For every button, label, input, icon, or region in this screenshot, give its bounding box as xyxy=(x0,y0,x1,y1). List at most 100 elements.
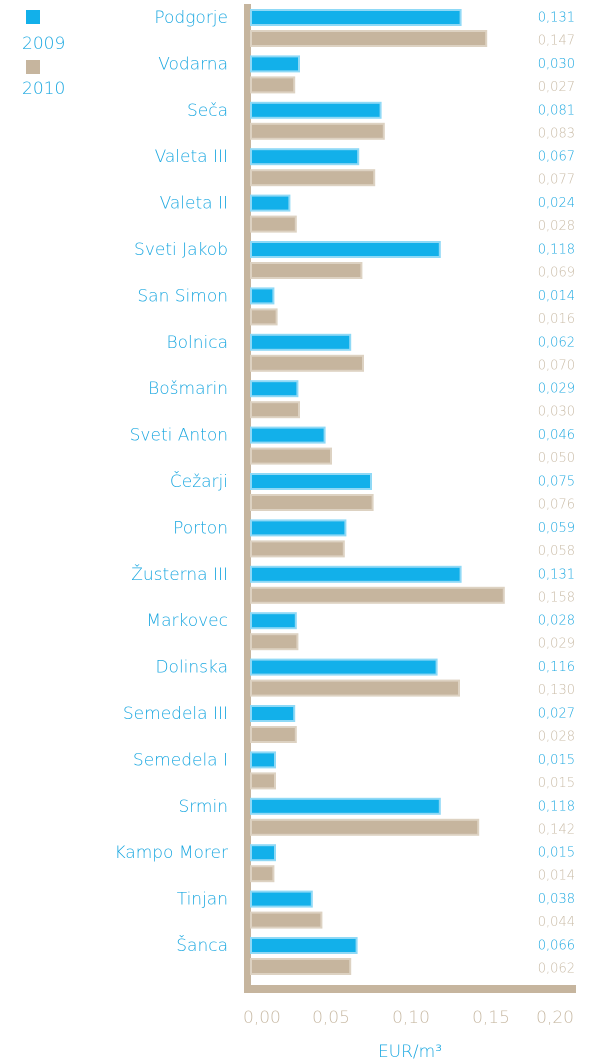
bar xyxy=(250,818,480,836)
bar xyxy=(250,565,462,583)
category-label: Čežarji xyxy=(170,470,228,492)
category-label: Seča xyxy=(187,101,228,121)
value-label: 0,158 xyxy=(538,590,575,605)
bar xyxy=(250,426,326,444)
bar xyxy=(250,308,278,326)
x-tick-label: 0,05 xyxy=(312,1008,350,1028)
value-label: 0,014 xyxy=(538,869,575,884)
bar xyxy=(250,726,297,743)
category-label: Markovec xyxy=(146,611,228,631)
bar xyxy=(250,194,291,212)
category-label: Valeta III xyxy=(155,147,228,167)
value-label: 0,030 xyxy=(538,405,575,420)
value-label: 0,058 xyxy=(538,544,575,559)
legend-swatch xyxy=(26,10,40,24)
bar xyxy=(250,148,360,166)
value-label: 0,118 xyxy=(538,243,575,258)
bar xyxy=(250,262,363,279)
value-label: 0,130 xyxy=(538,683,575,698)
bar xyxy=(250,447,332,465)
bar xyxy=(250,101,382,119)
category-label: Dolinska xyxy=(155,658,228,678)
bar xyxy=(250,679,460,697)
bar xyxy=(250,911,323,929)
bar xyxy=(250,30,488,47)
bar xyxy=(250,658,438,676)
legend-label: 2010 xyxy=(22,79,65,99)
value-label: 0,027 xyxy=(538,80,575,95)
value-label: 0,046 xyxy=(538,428,575,443)
value-label: 0,029 xyxy=(538,637,575,652)
bar xyxy=(250,380,299,398)
bar xyxy=(250,586,505,604)
value-label: 0,076 xyxy=(538,498,575,513)
bar xyxy=(250,473,372,490)
bar xyxy=(250,937,358,954)
value-label: 0,067 xyxy=(538,150,575,165)
value-label: 0,062 xyxy=(538,335,575,350)
category-label: San Simon xyxy=(137,286,228,306)
value-label: 0,015 xyxy=(538,753,575,768)
value-label: 0,024 xyxy=(538,196,575,211)
value-label: 0,066 xyxy=(538,939,575,954)
bar xyxy=(250,122,385,140)
category-label: Porton xyxy=(173,518,228,538)
bar xyxy=(250,169,376,187)
bar xyxy=(250,540,345,558)
bar xyxy=(250,797,441,815)
category-label: Bošmarin xyxy=(148,379,228,399)
value-label: 0,069 xyxy=(538,266,575,281)
bar xyxy=(250,401,300,419)
x-axis-label: EUR/m³ xyxy=(378,1042,442,1062)
x-tick-label: 0,15 xyxy=(472,1008,510,1028)
bar xyxy=(250,519,347,537)
value-label: 0,044 xyxy=(538,915,575,930)
legend-label: 2009 xyxy=(22,34,65,54)
legend-swatch xyxy=(26,60,40,74)
value-label: 0,016 xyxy=(538,312,575,327)
value-label: 0,028 xyxy=(538,730,575,745)
bar xyxy=(250,55,300,73)
category-label: Bolnica xyxy=(166,333,228,353)
bar xyxy=(250,865,275,883)
bar xyxy=(250,241,441,258)
category-label: Podgorje xyxy=(154,8,228,28)
bar xyxy=(250,354,364,372)
value-label: 0,081 xyxy=(538,103,575,118)
value-label: 0,050 xyxy=(538,451,575,466)
bar xyxy=(250,494,374,511)
category-label: Vodarna xyxy=(158,54,228,74)
bar xyxy=(250,76,296,94)
value-label: 0,142 xyxy=(538,822,575,837)
bar xyxy=(250,890,313,908)
value-label: 0,027 xyxy=(538,707,575,722)
value-label: 0,015 xyxy=(538,846,575,861)
bar xyxy=(250,751,276,769)
value-label: 0,118 xyxy=(538,799,575,814)
value-label: 0,038 xyxy=(538,892,575,907)
bar xyxy=(250,772,276,790)
bar xyxy=(250,705,296,722)
value-label: 0,070 xyxy=(538,358,575,373)
x-axis xyxy=(244,985,576,993)
bar xyxy=(250,215,297,233)
value-label: 0,029 xyxy=(538,382,575,397)
category-label: Žusterna III xyxy=(131,563,228,585)
x-tick-label: 0,00 xyxy=(243,1008,281,1028)
category-label: Semedela III xyxy=(123,704,228,724)
value-label: 0,083 xyxy=(538,126,575,141)
value-label: 0,030 xyxy=(538,57,575,72)
category-label: Šanca xyxy=(176,934,228,956)
value-label: 0,131 xyxy=(538,11,575,26)
y-axis xyxy=(244,4,251,992)
bar xyxy=(250,612,297,630)
value-label: 0,077 xyxy=(538,173,575,188)
category-label: Semedela I xyxy=(133,750,228,770)
category-label: Kampo Morer xyxy=(114,843,228,863)
value-label: 0,116 xyxy=(538,660,575,675)
bar xyxy=(250,844,276,862)
value-label: 0,062 xyxy=(538,962,575,977)
bar xyxy=(250,287,275,305)
value-label: 0,131 xyxy=(538,567,575,582)
